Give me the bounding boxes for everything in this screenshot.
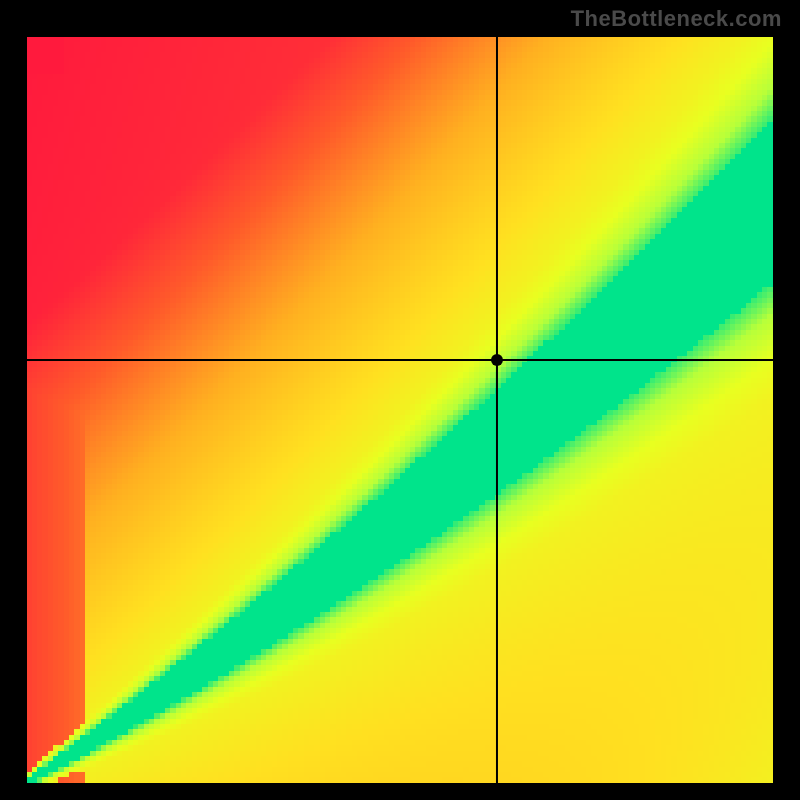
plot-area bbox=[27, 37, 773, 783]
watermark-text: TheBottleneck.com bbox=[571, 6, 782, 32]
bottleneck-heatmap bbox=[27, 37, 773, 783]
chart-frame: TheBottleneck.com bbox=[0, 0, 800, 800]
